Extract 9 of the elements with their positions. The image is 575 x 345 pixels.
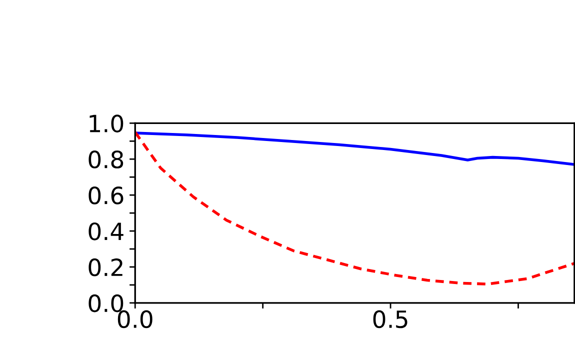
x-tick-label: 0.5 — [373, 310, 408, 328]
y-tick-label: 0.8 — [88, 150, 124, 168]
line-series — [135, 130, 574, 286]
line-series — [135, 132, 574, 166]
y-tick-label: 0.6 — [88, 186, 124, 204]
y-tick-label: 0.2 — [88, 258, 122, 276]
y-tick-label: 0.0 — [88, 294, 124, 312]
y-tick-label: 1.0 — [90, 114, 124, 132]
y-tick-label: 0.4 — [88, 222, 124, 240]
